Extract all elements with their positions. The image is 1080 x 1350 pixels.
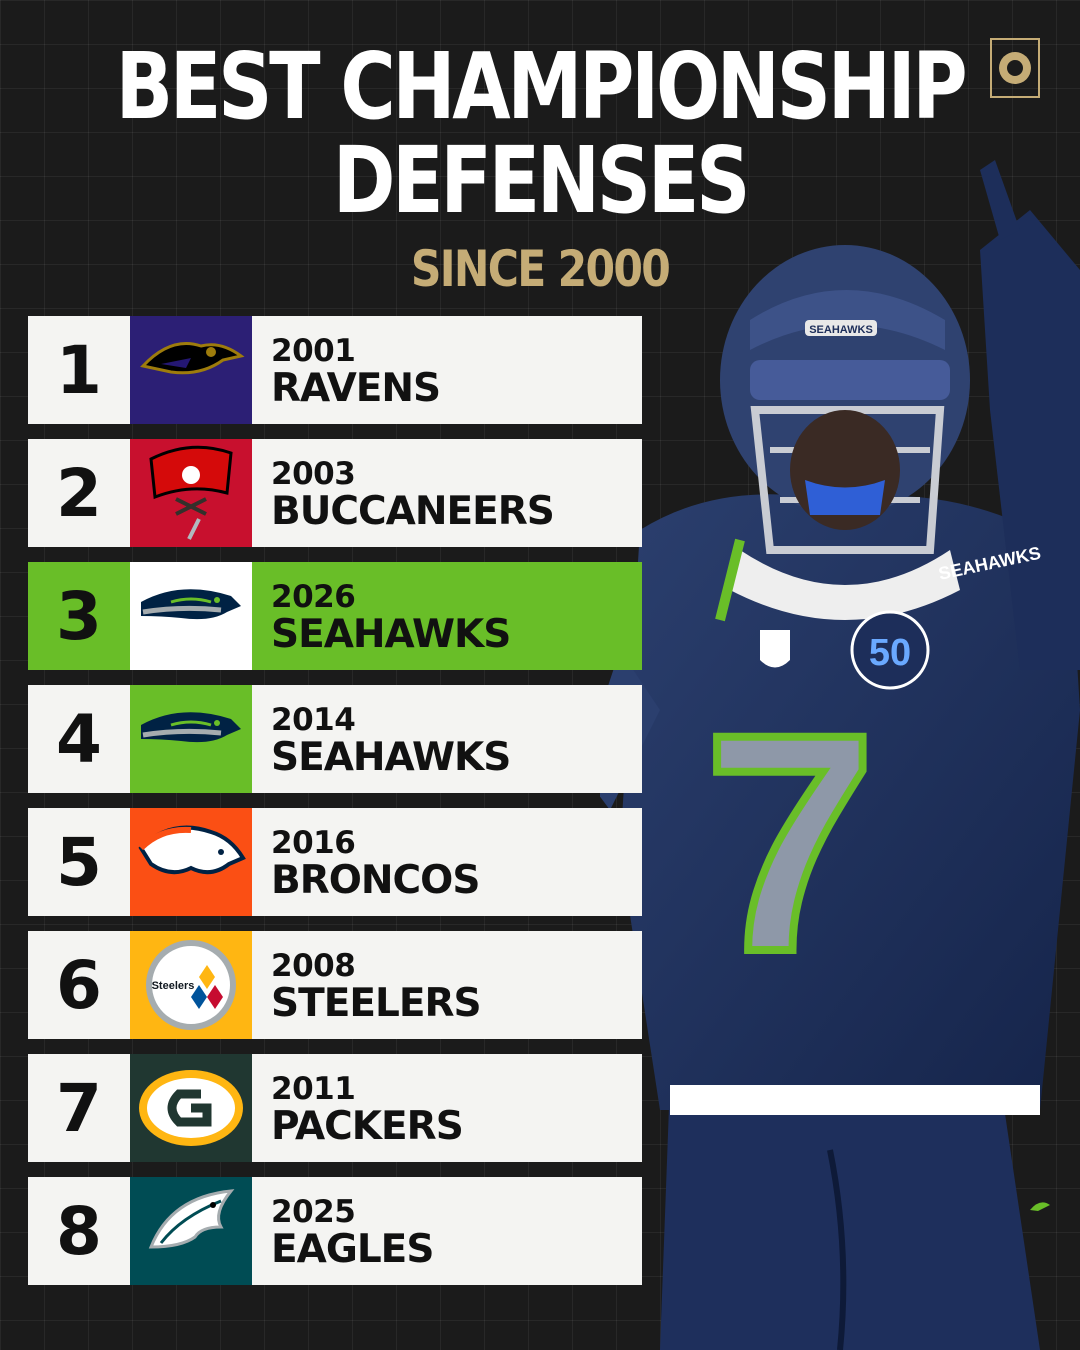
rank-number: 1 xyxy=(56,331,102,409)
rank-number: 4 xyxy=(56,700,102,778)
rank-number: 3 xyxy=(56,577,102,655)
header: BEST CHAMPIONSHIP DEFENSES SINCE 2000 xyxy=(0,40,1080,299)
jersey-number: 7 xyxy=(704,669,876,1016)
team-logo-box xyxy=(130,808,252,916)
team-year: 2025 xyxy=(271,1194,356,1230)
ranking-row: 3 2026 SEAHAWKS xyxy=(28,562,642,670)
team-name: STEELERS xyxy=(271,981,482,1026)
title-line-1: BEST CHAMPIONSHIP xyxy=(115,33,968,140)
team-name: RAVENS xyxy=(271,366,441,411)
svg-text:Steelers: Steelers xyxy=(152,980,195,992)
rank-number: 8 xyxy=(56,1192,102,1270)
team-year: 2011 xyxy=(271,1071,356,1107)
team-info: 2001 RAVENS xyxy=(271,333,441,411)
helmet-label: SEAHAWKS xyxy=(809,324,873,336)
team-name: BUCCANEERS xyxy=(271,489,555,534)
title-line-2: DEFENSES xyxy=(332,127,751,234)
team-year: 2008 xyxy=(271,948,356,984)
team-info: 2014 SEAHAWKS xyxy=(271,702,511,780)
team-year: 2014 xyxy=(271,702,356,738)
ranking-row: 7 2011 PACKERS xyxy=(28,1054,642,1162)
ranking-row: 1 2001 RAVENS xyxy=(28,316,642,424)
team-name: SEAHAWKS xyxy=(271,735,511,780)
rank-number: 5 xyxy=(56,823,102,901)
rank-number: 7 xyxy=(56,1069,102,1147)
team-info: 2011 PACKERS xyxy=(271,1071,464,1149)
team-name: EAGLES xyxy=(271,1227,434,1272)
packers-logo xyxy=(139,1070,243,1146)
ranking-row: 2 2003 BUCCANEERS xyxy=(28,439,642,547)
ranking-row: 8 2025 EAGLES xyxy=(28,1177,642,1285)
anniversary-patch: 50 xyxy=(869,632,911,674)
ranking-row: 5 2016 BRONCOS xyxy=(28,808,642,916)
ravens-logo xyxy=(140,342,245,375)
ranking-row: 4 2014 SEAHAWKS xyxy=(28,685,642,793)
team-name: BRONCOS xyxy=(271,858,480,903)
eagles-logo xyxy=(148,1189,235,1249)
team-year: 2001 xyxy=(271,333,356,369)
team-info: 2003 BUCCANEERS xyxy=(271,456,555,534)
seahawks-logo xyxy=(141,589,241,620)
team-logo-box xyxy=(130,562,252,670)
seahawks-logo xyxy=(141,712,241,743)
rankings-list: 1 2001 RAVENS 2 2003 BUCCANEERS 3 xyxy=(28,316,642,1300)
team-info: 2008 STEELERS xyxy=(271,948,482,1026)
team-name: PACKERS xyxy=(271,1104,464,1149)
rank-number: 2 xyxy=(56,454,102,532)
team-info: 2016 BRONCOS xyxy=(271,825,480,903)
team-logo-box xyxy=(130,316,252,424)
broncos-logo xyxy=(138,825,246,875)
team-logo-box xyxy=(130,685,252,793)
team-year: 2003 xyxy=(271,456,356,492)
rank-number: 6 xyxy=(56,946,102,1024)
team-logo-box: Steelers xyxy=(130,931,252,1039)
team-logo-box xyxy=(130,1177,252,1285)
team-logo-box xyxy=(130,1054,252,1162)
ranking-row: 6 Steelers 2008 STEELERS xyxy=(28,931,642,1039)
team-logo-box xyxy=(130,439,252,547)
team-info: 2025 EAGLES xyxy=(271,1194,434,1272)
player-image: SEAHAWKS SEAHAWKS 50 7 xyxy=(600,160,1080,1350)
team-year: 2026 xyxy=(271,579,356,615)
brand-logo xyxy=(990,38,1040,98)
buccaneers-logo xyxy=(149,445,233,540)
page-title: BEST CHAMPIONSHIP DEFENSES xyxy=(97,40,983,228)
team-info: 2026 SEAHAWKS xyxy=(271,579,511,657)
steelers-logo: Steelers xyxy=(146,940,236,1030)
page-subtitle: SINCE 2000 xyxy=(410,240,671,298)
team-name: SEAHAWKS xyxy=(271,612,511,657)
team-year: 2016 xyxy=(271,825,356,861)
